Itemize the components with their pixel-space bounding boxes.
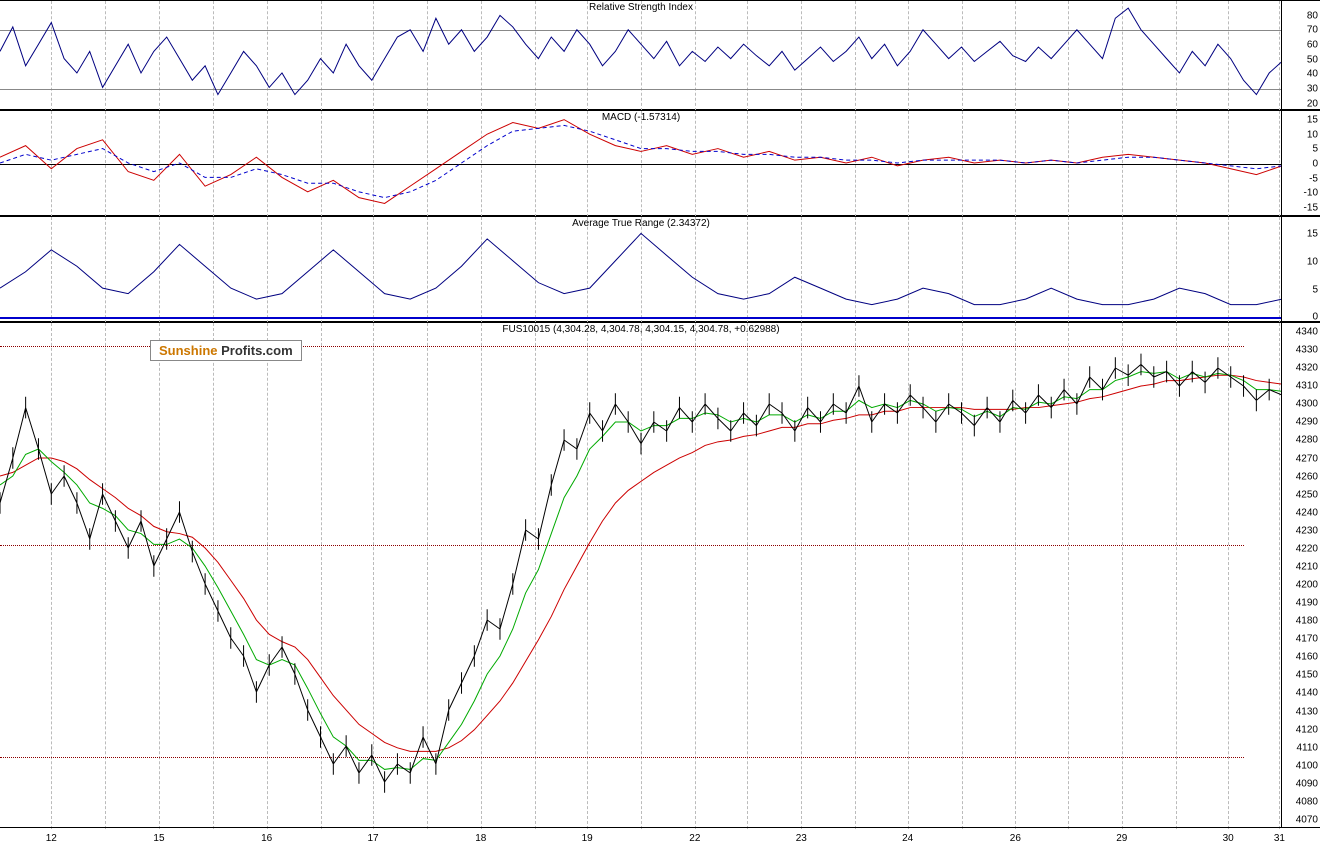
price-title: FUS10015 (4,304.28, 4,304.78, 4,304.15, … [502, 324, 779, 335]
rsi-title: Relative Strength Index [589, 2, 693, 13]
watermark-sun: Sunshine [159, 343, 218, 358]
rsi-yaxis: 20304050607080 [1281, 1, 1320, 109]
macd-panel: MACD (-1.57314) -15-10-5051015 [0, 110, 1320, 216]
atr-panel: Average True Range (2.34372) 051015 [0, 216, 1320, 322]
price-yaxis: 4070408040904100411041204130414041504160… [1281, 323, 1320, 827]
rsi-panel: Relative Strength Index 20304050607080 [0, 0, 1320, 110]
rsi-plot-area: Relative Strength Index [0, 1, 1282, 109]
atr-plot-area: Average True Range (2.34372) [0, 217, 1282, 321]
watermark-logo: Sunshine Profits.com [150, 340, 302, 361]
price-panel: FUS10015 (4,304.28, 4,304.78, 4,304.15, … [0, 322, 1320, 828]
macd-title: MACD (-1.57314) [602, 112, 680, 123]
atr-title: Average True Range (2.34372) [572, 218, 710, 229]
financial-chart: Relative Strength Index 20304050607080 M… [0, 0, 1320, 844]
macd-plot-area: MACD (-1.57314) [0, 111, 1282, 215]
macd-yaxis: -15-10-5051015 [1281, 111, 1320, 215]
watermark-rest: Profits.com [218, 343, 293, 358]
atr-yaxis: 051015 [1281, 217, 1320, 321]
price-plot-area: FUS10015 (4,304.28, 4,304.78, 4,304.15, … [0, 323, 1282, 827]
x-axis: 12151617181922232426293031 [0, 827, 1282, 844]
